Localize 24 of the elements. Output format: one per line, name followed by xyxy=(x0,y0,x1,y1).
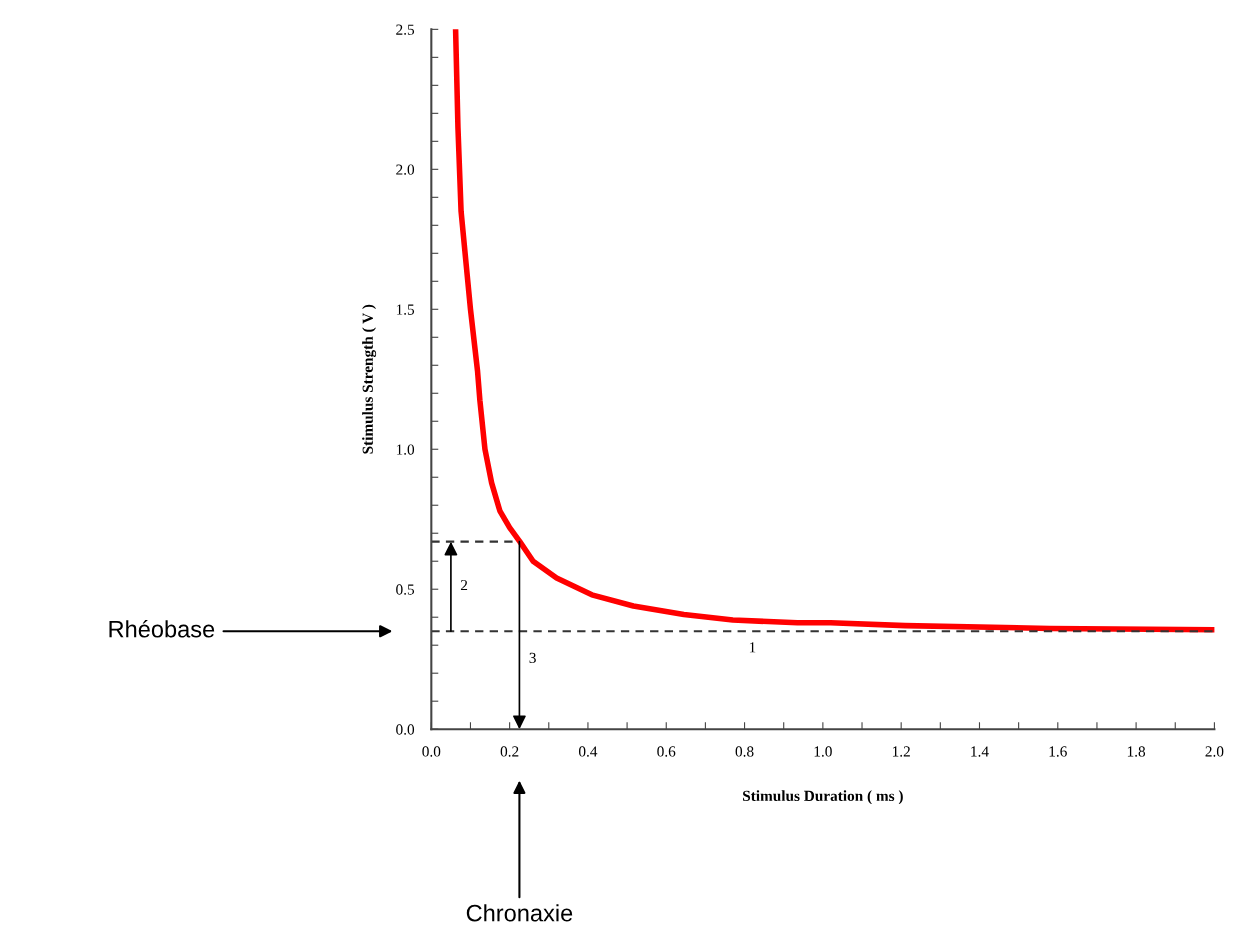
x-tick-label: 0.4 xyxy=(578,746,598,757)
x-axis-title: Stimulus Duration ( ms ) xyxy=(743,790,903,805)
text: Rhéobase xyxy=(109,619,215,638)
annotation: 2 xyxy=(460,579,468,591)
x-tick-label: 0.2 xyxy=(500,746,519,757)
y-tick-label: 0.5 xyxy=(396,584,415,595)
text: Chronaxie xyxy=(466,904,573,922)
y-tick-label: 0.0 xyxy=(396,724,415,735)
x-tick-label: 1.4 xyxy=(971,746,989,757)
x-tick-label: 0.0 xyxy=(422,746,441,757)
x-tick-label: 1.0 xyxy=(814,746,832,757)
x-tick-label: 1.8 xyxy=(1127,746,1146,757)
annotation: 1 xyxy=(749,642,756,653)
y-axis-title: Stimulus Strength ( V ) xyxy=(362,304,377,454)
x-tick-label: 0.6 xyxy=(657,746,676,757)
y-tick-label: 1.5 xyxy=(396,304,415,315)
x-tick-label: 0.8 xyxy=(735,746,754,757)
x-tick-label: 1.2 xyxy=(892,746,910,757)
x-tick-label: 2.0 xyxy=(1205,746,1224,757)
annotation: 3 xyxy=(529,652,536,664)
x-tick-label: 1.6 xyxy=(1049,746,1067,757)
y-tick-label: 1.0 xyxy=(396,444,415,455)
y-tick-label: 2.0 xyxy=(396,164,415,175)
y-tick-label: 2.5 xyxy=(396,24,415,35)
